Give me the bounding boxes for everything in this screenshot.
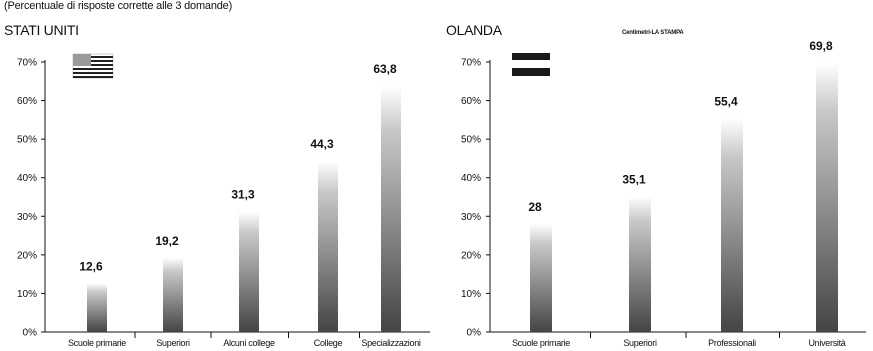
y-tick-label: 20% bbox=[17, 250, 37, 261]
bar bbox=[87, 283, 107, 332]
y-tick-label: 50% bbox=[461, 135, 481, 146]
y-tick-label: 10% bbox=[461, 289, 481, 300]
data-label: 55,4 bbox=[714, 94, 738, 108]
credit-label: Centimetri-LA STAMPA bbox=[622, 30, 684, 36]
data-label: 12,6 bbox=[79, 259, 103, 273]
y-tick-label: 60% bbox=[461, 96, 481, 107]
bar bbox=[629, 196, 651, 332]
data-label: 69,8 bbox=[809, 39, 833, 53]
data-label: 63,8 bbox=[373, 62, 397, 76]
y-tick-label: 70% bbox=[461, 58, 481, 69]
x-tick-label: Superiori bbox=[623, 338, 657, 348]
bar bbox=[239, 211, 259, 332]
chart-subtitle: (Percentuale di risposte corrette alle 3… bbox=[4, 0, 233, 12]
y-tick-label: 0% bbox=[467, 328, 482, 339]
y-tick-label: 50% bbox=[17, 135, 37, 146]
data-label: 35,1 bbox=[622, 173, 646, 187]
panel-title-usa: STATI UNITI bbox=[4, 22, 79, 38]
bar bbox=[721, 118, 743, 332]
chart-panel-0: 0% 10% 20% 30% 40% 50% 60% 70% 12,6 Scuole primar… bbox=[17, 58, 430, 348]
y-tick-label: 40% bbox=[461, 173, 481, 184]
x-tick-label: Alcuni college bbox=[223, 338, 275, 348]
y-tick-label: 40% bbox=[17, 173, 37, 184]
netherlands-flag-icon bbox=[512, 53, 550, 78]
y-tick-label: 70% bbox=[17, 58, 37, 69]
y-tick-label: 10% bbox=[17, 289, 37, 300]
x-tick-label: Specializzazioni bbox=[361, 338, 421, 348]
data-label: 44,3 bbox=[310, 137, 334, 151]
y-tick-label: 60% bbox=[17, 96, 37, 107]
x-tick-label: Università bbox=[808, 338, 845, 348]
panel-title-netherlands: OLANDA bbox=[446, 22, 502, 38]
data-label: 31,3 bbox=[231, 187, 255, 201]
x-tick-label: Scuole primarie bbox=[512, 338, 570, 348]
x-tick-label: College bbox=[314, 338, 343, 348]
x-tick-label: Superiori bbox=[156, 338, 190, 348]
y-tick-label: 30% bbox=[17, 212, 37, 223]
y-tick-label: 30% bbox=[461, 212, 481, 223]
bar bbox=[816, 62, 838, 333]
chart-panel-1: 0% 10% 20% 30% 40% 50% 60% 70% 28 Scuole primarie… bbox=[461, 39, 866, 348]
bar bbox=[318, 161, 338, 332]
x-tick-label: Scuole primarie bbox=[68, 338, 126, 348]
x-tick-label: Professionali bbox=[708, 338, 756, 348]
bar bbox=[530, 224, 552, 332]
data-label: 19,2 bbox=[155, 234, 179, 248]
data-label: 28 bbox=[528, 200, 542, 214]
usa-flag-icon bbox=[72, 53, 114, 79]
y-tick-label: 0% bbox=[23, 328, 38, 339]
bar bbox=[381, 85, 401, 333]
y-tick-label: 20% bbox=[461, 250, 481, 261]
bar bbox=[163, 257, 183, 332]
